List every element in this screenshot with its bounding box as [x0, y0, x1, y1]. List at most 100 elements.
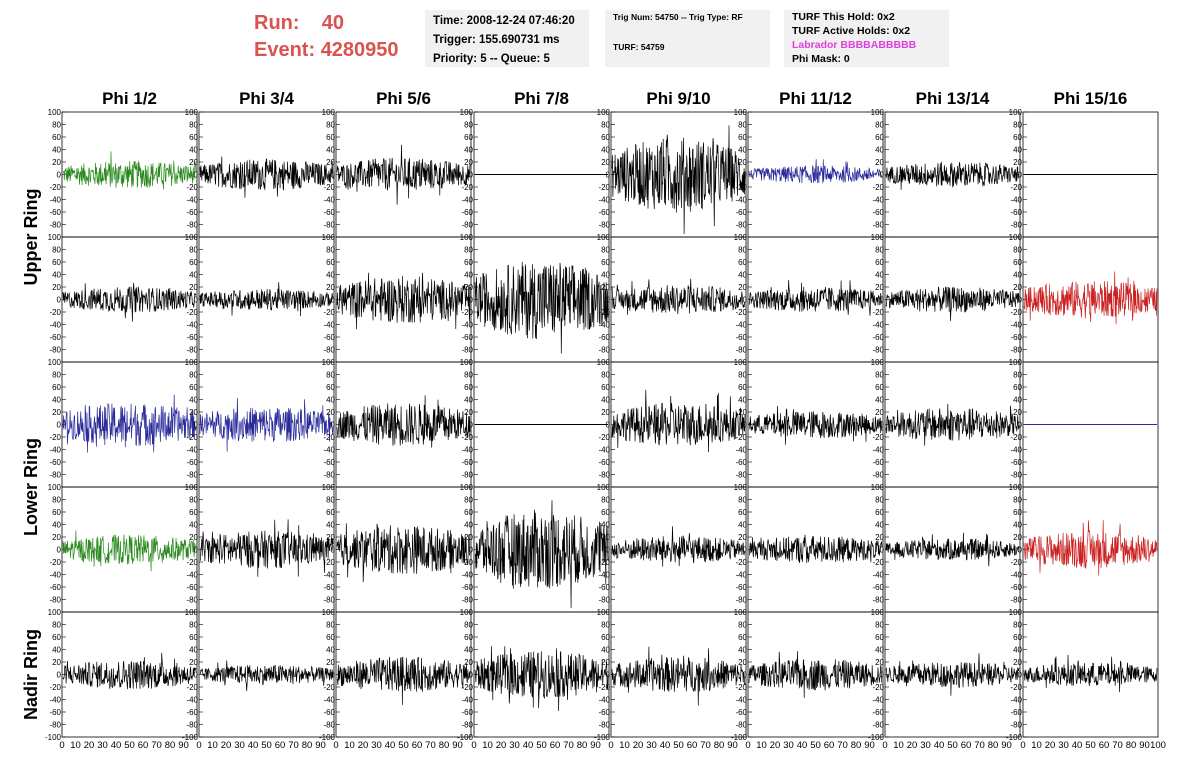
y-tick-label: 0 [57, 171, 62, 180]
y-tick-label: -40 [598, 446, 610, 455]
x-tick-label: 30 [1058, 740, 1069, 751]
y-tick-label: -100 [868, 733, 885, 742]
y-tick-label: -80 [323, 721, 335, 730]
y-tick-label: -80 [323, 346, 335, 355]
y-tick-label: 40 [601, 521, 610, 530]
y-tick-label: 80 [738, 621, 747, 630]
y-tick-label: 80 [189, 621, 198, 630]
event-label: Event: [254, 39, 316, 61]
y-tick-label: 80 [875, 371, 884, 380]
time-text: Time: 2008-12-24 07:46:20 [433, 15, 575, 27]
y-tick-label: -80 [461, 221, 473, 230]
column-header-2: Phi 3/4 [239, 89, 294, 108]
x-tick-label: 20 [633, 740, 644, 751]
run-value: 40 [321, 12, 345, 34]
y-tick-label: 80 [738, 246, 747, 255]
y-tick-label: -40 [323, 446, 335, 455]
y-tick-label: 60 [52, 258, 61, 267]
y-tick-label: 0 [1018, 171, 1023, 180]
y-tick-label: 80 [52, 246, 61, 255]
y-tick-label: 60 [189, 633, 198, 642]
x-tick-label: 60 [412, 740, 423, 751]
y-tick-label: 100 [48, 233, 62, 242]
y-tick-label: -40 [49, 446, 61, 455]
y-tick-label: 100 [185, 483, 199, 492]
y-tick-label: 0 [743, 171, 748, 180]
y-tick-label: -80 [872, 471, 884, 480]
x-tick-label: 10 [70, 740, 81, 751]
y-tick-label: 0 [194, 671, 199, 680]
y-tick-label: 100 [871, 483, 885, 492]
y-tick-label: -60 [186, 583, 198, 592]
y-tick-label: -80 [735, 471, 747, 480]
y-tick-label: 80 [1013, 496, 1022, 505]
x-tick-label: 30 [371, 740, 382, 751]
waveform-trace-r5-c6 [748, 651, 883, 698]
y-tick-label: 0 [57, 546, 62, 555]
x-tick-label: 70 [151, 740, 162, 751]
x-tick-label: 10 [482, 740, 493, 751]
x-tick-label: 80 [439, 740, 450, 751]
y-tick-label: 60 [464, 633, 473, 642]
column-header-6: Phi 11/12 [779, 89, 852, 108]
y-tick-label: 100 [871, 233, 885, 242]
waveform-trace-r3-c7 [885, 403, 1020, 446]
y-tick-label: 60 [875, 633, 884, 642]
x-tick-label: 40 [248, 740, 259, 751]
y-tick-label: 0 [606, 671, 611, 680]
y-tick-label: -20 [49, 558, 61, 567]
y-tick-label: -60 [186, 458, 198, 467]
x-tick-label: 0 [333, 740, 338, 751]
x-tick-label: 30 [920, 740, 931, 751]
x-tick-label: 30 [97, 740, 108, 751]
waveform-trace-r5-c4 [474, 646, 609, 711]
y-tick-label: -80 [186, 721, 198, 730]
y-tick-label: -100 [731, 733, 748, 742]
y-tick-label: 20 [464, 408, 473, 417]
y-tick-label: -20 [598, 183, 610, 192]
y-tick-label: 40 [738, 521, 747, 530]
y-tick-label: -40 [49, 321, 61, 330]
y-tick-label: 40 [1013, 646, 1022, 655]
y-tick-label: -20 [735, 308, 747, 317]
event-value: 4280950 [320, 39, 399, 61]
y-tick-label: 20 [464, 533, 473, 542]
y-tick-label: -20 [872, 308, 884, 317]
waveform-trace-r2-c3 [336, 272, 471, 330]
x-tick-label: 40 [797, 740, 808, 751]
y-tick-label: 40 [189, 646, 198, 655]
y-tick-label: -60 [872, 208, 884, 217]
x-tick-label: 100 [1150, 740, 1166, 751]
y-tick-label: -60 [323, 458, 335, 467]
x-tick-label: 50 [673, 740, 684, 751]
y-tick-label: -80 [1010, 721, 1022, 730]
waveform-trace-r4-c1 [62, 530, 197, 572]
y-tick-label: 80 [601, 121, 610, 130]
y-tick-label: 80 [875, 246, 884, 255]
y-tick-label: 40 [189, 271, 198, 280]
y-tick-label: -20 [1010, 183, 1022, 192]
y-tick-label: 60 [1013, 133, 1022, 142]
x-tick-label: 80 [577, 740, 588, 751]
y-tick-label: 20 [189, 533, 198, 542]
y-tick-label: 60 [52, 508, 61, 517]
y-tick-label: 0 [194, 171, 199, 180]
x-tick-label: 50 [536, 740, 547, 751]
y-tick-label: 80 [875, 621, 884, 630]
waveform-trace-r3-c6 [748, 405, 883, 445]
y-tick-label: -20 [49, 433, 61, 442]
y-tick-label: 20 [738, 408, 747, 417]
waveform-trace-r5-c1 [62, 652, 197, 690]
column-header-5: Phi 9/10 [646, 89, 710, 108]
y-tick-label: 80 [601, 371, 610, 380]
y-tick-label: 40 [326, 521, 335, 530]
x-tick-label: 70 [700, 740, 711, 751]
x-tick-label: 40 [660, 740, 671, 751]
y-tick-label: 0 [743, 546, 748, 555]
y-tick-label: 100 [185, 108, 199, 117]
y-tick-label: 0 [469, 421, 474, 430]
y-tick-label: 100 [871, 108, 885, 117]
waveform-trace-r2-c6 [748, 280, 883, 316]
x-tick-label: 40 [385, 740, 396, 751]
x-tick-label: 20 [221, 740, 232, 751]
